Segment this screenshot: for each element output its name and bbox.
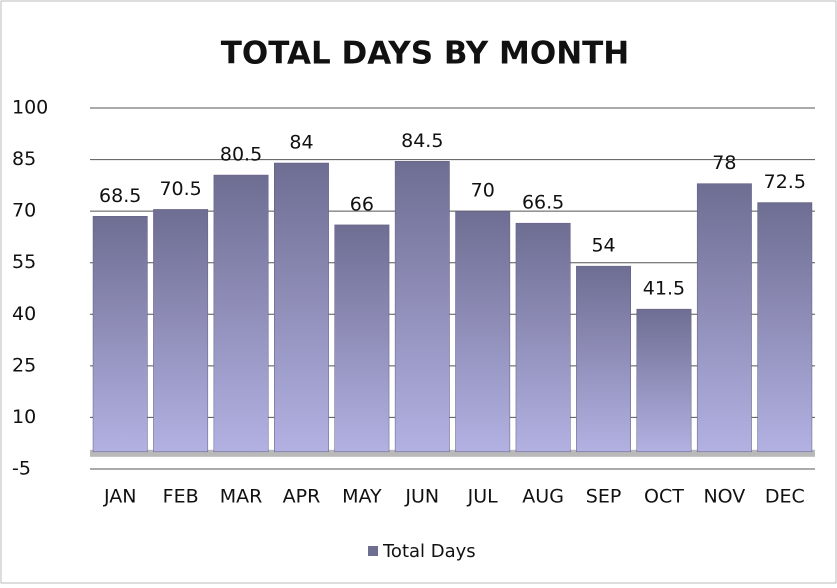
bar	[394, 161, 450, 453]
data-label: 80.5	[220, 144, 262, 166]
y-tick-label: 85	[12, 148, 36, 170]
y-tick-label: 55	[12, 251, 36, 273]
data-label: 66.5	[522, 192, 564, 214]
data-label: 70.5	[159, 178, 201, 200]
x-tick-label: APR	[283, 486, 321, 508]
floor	[90, 449, 815, 457]
x-tick-label: JUN	[404, 486, 439, 508]
x-tick-label: NOV	[703, 486, 745, 508]
data-label: 68.5	[99, 185, 141, 207]
y-tick-label: -5	[12, 458, 31, 480]
x-tick-label: AUG	[522, 486, 564, 508]
bar	[274, 162, 329, 453]
data-label: 78	[712, 152, 736, 174]
y-tick-label: 10	[12, 406, 36, 428]
bar	[213, 174, 269, 453]
data-label: 54	[591, 235, 615, 257]
bar	[515, 222, 571, 453]
bar	[696, 183, 752, 453]
y-tick-label: 40	[12, 303, 36, 325]
legend-label: Total Days	[382, 541, 476, 562]
data-label: 41.5	[643, 278, 685, 300]
bar	[757, 202, 813, 453]
x-tick-label: FEB	[163, 486, 199, 508]
x-tick-label: DEC	[765, 486, 805, 508]
bar	[636, 308, 692, 453]
y-tick-label: 25	[12, 354, 36, 376]
chart-title: TOTAL DAYS BY MONTH	[221, 36, 630, 72]
data-label: 70	[471, 180, 495, 202]
x-tick-label: JAN	[103, 486, 136, 508]
x-tick-label: JUL	[467, 486, 499, 508]
bar	[455, 210, 511, 453]
x-tick-label: OCT	[644, 486, 684, 508]
bar	[334, 224, 390, 453]
legend-swatch	[368, 546, 378, 556]
bar	[153, 209, 209, 453]
y-tick-label: 100	[12, 97, 48, 119]
x-tick-label: MAY	[342, 486, 382, 508]
bar	[576, 265, 631, 453]
data-label: 84	[289, 132, 313, 154]
data-label: 72.5	[764, 171, 806, 193]
x-tick-label: MAR	[220, 486, 263, 508]
data-label: 84.5	[401, 130, 443, 152]
bar	[92, 216, 148, 453]
y-tick-label: 70	[12, 200, 36, 222]
data-label: 66	[350, 193, 374, 215]
x-tick-label: SEP	[586, 486, 622, 508]
